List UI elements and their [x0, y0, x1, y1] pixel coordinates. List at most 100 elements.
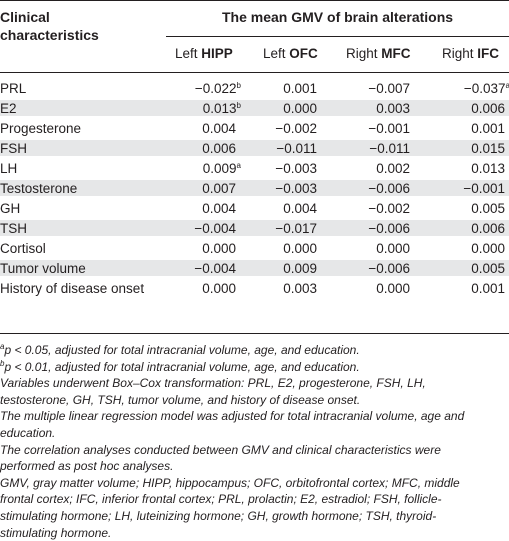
row-value-cell: 0.002 — [376, 161, 410, 177]
cell-value: −0.006 — [368, 221, 410, 236]
row-value-cell: 0.000 — [283, 101, 317, 117]
footnote-text: The multiple linear regression model was… — [0, 409, 465, 424]
row-value-cell: 0.005 — [471, 201, 505, 217]
row-value-cell: −0.007 — [368, 81, 410, 97]
row-value-cell: −0.004 — [194, 261, 236, 277]
cell-value: −0.011 — [276, 141, 317, 156]
significance-marker: a — [505, 81, 509, 90]
table-row-stripe — [0, 100, 509, 116]
row-value-cell: 0.003 — [283, 281, 317, 297]
cell-value: −0.011 — [369, 141, 410, 156]
header-clinical-characteristics-line1: Clinical — [0, 9, 50, 25]
cell-value: 0.001 — [471, 121, 505, 136]
cell-value: −0.004 — [194, 261, 236, 276]
row-value-cell: −0.004 — [194, 221, 236, 237]
row-value-cell: −0.003 — [275, 181, 317, 197]
table-row-stripe — [0, 220, 509, 236]
table-bottom-rule — [0, 333, 509, 334]
header-col-left-hipp: Left HIPP — [175, 46, 233, 62]
footnote-text: p < 0.05, adjusted for total intracrania… — [4, 343, 360, 357]
row-value-cell: 0.001 — [471, 281, 505, 297]
row-value-cell: −0.011 — [276, 141, 317, 157]
cell-value: 0.002 — [376, 161, 410, 176]
row-value-cell: −0.003 — [275, 161, 317, 177]
row-label: Cortisol — [0, 241, 46, 256]
header-col-left-ofc-bold: OFC — [289, 46, 318, 61]
table-row-stripe — [0, 260, 509, 276]
footnote-line: education. — [0, 425, 509, 442]
cell-value: −0.017 — [275, 221, 317, 236]
cell-value: −0.022 — [194, 81, 237, 96]
row-label: FSH — [0, 141, 27, 156]
row-value-cell: 0.004 — [202, 121, 236, 137]
footnote-text: p < 0.01, adjusted for total intracrania… — [4, 359, 360, 374]
row-value-cell: 0.000 — [283, 241, 317, 257]
cell-value: −0.006 — [368, 181, 410, 196]
header-col-right-ifc-bold: IFC — [477, 46, 500, 61]
row-value-cell: 0.005 — [471, 261, 505, 277]
footnote-marker: a — [0, 342, 5, 351]
footnote-line: performed as post hoc analyses. — [0, 458, 509, 475]
footnote-text: performed as post hoc analyses. — [0, 459, 174, 474]
cell-value: 0.000 — [376, 241, 410, 256]
cell-value: 0.003 — [283, 281, 317, 296]
row-value-cell: −0.006 — [368, 261, 410, 277]
row-label: History of disease onset — [0, 281, 145, 296]
cell-value: −0.006 — [368, 261, 410, 276]
row-label: TSH — [0, 221, 27, 236]
row-value-cell: 0.001 — [283, 81, 317, 97]
footnote-text: Variables underwent Box–Cox transformati… — [0, 376, 426, 391]
footnote-line: testosterone, GH, TSH, tumor volume, and… — [0, 392, 509, 409]
row-label: PRL — [0, 81, 27, 96]
row-value-cell: −0.002 — [368, 201, 410, 217]
footnote-text: testosterone, GH, TSH, tumor volume, and… — [0, 392, 361, 407]
cell-value: 0.000 — [283, 241, 317, 256]
cell-value: 0.006 — [471, 101, 505, 116]
cell-value: 0.000 — [376, 281, 410, 296]
footnote-text: stimulating hormone. — [0, 525, 112, 540]
cell-value: 0.005 — [471, 261, 505, 276]
cell-value: −0.001 — [463, 181, 505, 196]
row-value-cell: 0.009a — [203, 161, 241, 177]
footnote-text: The correlation analyses conducted betwe… — [0, 442, 441, 457]
cell-value: −0.002 — [368, 201, 410, 216]
row-value-cell: −0.001 — [463, 181, 505, 197]
cell-value: 0.005 — [471, 201, 505, 216]
row-value-cell: 0.000 — [471, 241, 505, 257]
table-top-rule — [0, 0, 509, 1]
cell-value: 0.004 — [202, 201, 236, 216]
footnote-line: bp < 0.01, adjusted for total intracrani… — [0, 359, 509, 376]
cell-value: 0.009 — [283, 261, 317, 276]
footnote-line: stimulating hormone; LH, luteinizing hor… — [0, 508, 509, 525]
row-value-cell: 0.013 — [471, 161, 505, 177]
row-value-cell: 0.000 — [202, 281, 236, 297]
cell-value: 0.001 — [471, 281, 505, 296]
cell-value: 0.000 — [283, 101, 317, 116]
footnote-text: education. — [0, 426, 56, 440]
header-col-left-hipp-prefix: Left — [175, 46, 202, 61]
footnote-line: frontal cortex; IFC, inferior frontal co… — [0, 491, 509, 508]
row-value-cell: 0.006 — [202, 141, 236, 157]
row-value-cell: 0.001 — [471, 121, 505, 137]
footnote-text: frontal cortex; IFC, inferior frontal co… — [0, 492, 442, 507]
row-value-cell: 0.004 — [202, 201, 236, 217]
row-value-cell: 0.006 — [471, 101, 505, 117]
header-clinical-characteristics-line2: characteristics — [0, 27, 99, 43]
row-label: Tumor volume — [0, 261, 86, 276]
cell-value: 0.015 — [471, 141, 505, 156]
table-row-stripe — [0, 140, 509, 156]
footnote-line: ap < 0.05, adjusted for total intracrani… — [0, 342, 509, 359]
header-col-right-mfc-bold: MFC — [381, 46, 411, 61]
cell-value: 0.004 — [283, 201, 317, 216]
cell-value: 0.013 — [202, 101, 237, 116]
row-label: E2 — [0, 101, 17, 116]
cell-value: 0.006 — [471, 221, 505, 236]
row-value-cell: 0.000 — [376, 281, 410, 297]
cell-value: −0.004 — [194, 221, 236, 236]
row-label: GH — [0, 201, 21, 216]
row-value-cell: −0.022b — [195, 81, 241, 97]
header-col-left-hipp-bold: HIPP — [201, 46, 233, 61]
header-col-right-mfc: Right MFC — [346, 46, 411, 62]
row-value-cell: −0.002 — [275, 121, 317, 137]
